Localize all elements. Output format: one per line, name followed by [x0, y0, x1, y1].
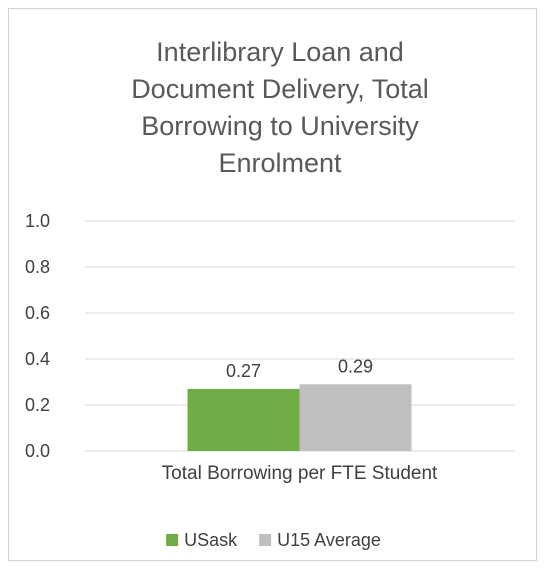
bar-usask	[187, 388, 300, 451]
y-tick-label-3: 0.6	[25, 303, 50, 323]
chart-area: Interlibrary Loan and Document Delivery,…	[8, 8, 537, 561]
gridlines	[85, 220, 514, 452]
chart-title-line-1: Interlibrary Loan and	[156, 37, 404, 67]
y-tick-label-5: 1.0	[25, 211, 50, 231]
chart-title-line-4: Enrolment	[218, 148, 342, 178]
x-axis-category-labels: Total Borrowing per FTE Student	[162, 463, 438, 484]
legend-label-u15-average: U15 Average	[277, 530, 381, 550]
y-tick-label-1: 0.2	[25, 395, 50, 415]
legend-label-usask: USask	[184, 530, 238, 550]
y-tick-label-0: 0.0	[25, 441, 50, 461]
chart-title-line-2: Document Delivery, Total	[131, 74, 429, 104]
y-tick-label-4: 0.8	[25, 257, 50, 277]
data-label-u15-average: 0.29	[338, 356, 373, 376]
legend-swatch-u15-average	[259, 534, 272, 546]
x-category-label-0: Total Borrowing per FTE Student	[162, 463, 438, 484]
y-tick-label-2: 0.4	[25, 349, 50, 369]
chart-title: Interlibrary Loan and Document Delivery,…	[131, 37, 429, 178]
chart-canvas: Interlibrary Loan and Document Delivery,…	[25, 37, 514, 550]
bar-u15-average	[299, 384, 412, 451]
bars	[187, 384, 412, 451]
data-labels: 0.27 0.29	[226, 356, 373, 381]
legend-swatch-usask	[166, 534, 179, 546]
y-axis-tick-labels: 0.0 0.2 0.4 0.6 0.8 1.0	[25, 211, 50, 461]
chart-title-line-3: Borrowing to University	[141, 111, 419, 141]
data-label-usask: 0.27	[226, 361, 261, 381]
legend: USask U15 Average	[166, 530, 381, 550]
